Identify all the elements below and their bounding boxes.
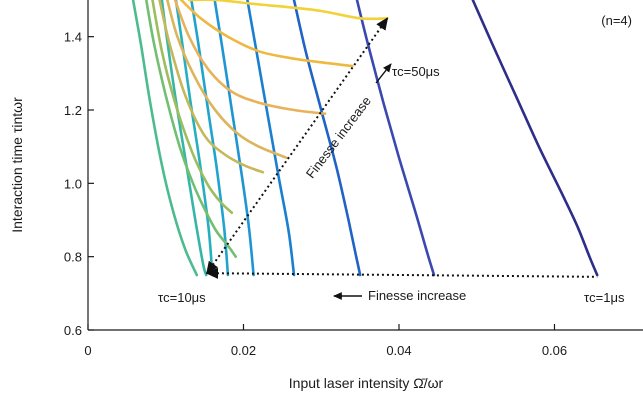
y-tick-label: 0.6 [64,323,82,338]
series-group [131,0,599,277]
finesse-horizontal-label: Finesse increase [368,288,466,303]
x-tick-label: 0 [84,343,91,358]
series-line-9 [131,0,199,277]
tau-50-label: τc=50μs [392,64,440,79]
series-line-2 [355,0,436,277]
finesse-arrow-diagonal [206,17,389,275]
n-label: (n=4) [601,13,632,28]
x-tick-label: 0.02 [231,343,256,358]
finesse-diagonal-label: Finesse increase [303,94,374,182]
y-tick-label: 1.2 [64,103,82,118]
series-line-1 [471,0,599,277]
y-tick-label: 1.4 [64,30,82,45]
y-tick-label: 1.0 [64,176,82,191]
plot-frame [87,0,643,331]
tau-1-label: τc=1μs [584,290,625,305]
series-line-15 [180,0,354,68]
x-tick-label: 0.06 [542,343,567,358]
y-axis-ticks: 0.6 0.8 1.0 1.2 1.4 [64,30,94,338]
finesse-arrow-horizontal [205,267,598,279]
finesse-small-arrow-up [375,63,392,84]
x-tick-label: 0.04 [386,343,411,358]
y-tick-label: 0.8 [64,250,82,265]
y-axis-label: Interaction time τintωr [9,97,25,233]
x-axis-ticks: 0 0.02 0.04 0.06 [84,324,567,358]
x-axis-label: Input laser intensity Ω̄/ωr [289,375,444,391]
tau-10-label: τc=10μs [158,290,206,305]
series-line-4 [246,0,296,277]
